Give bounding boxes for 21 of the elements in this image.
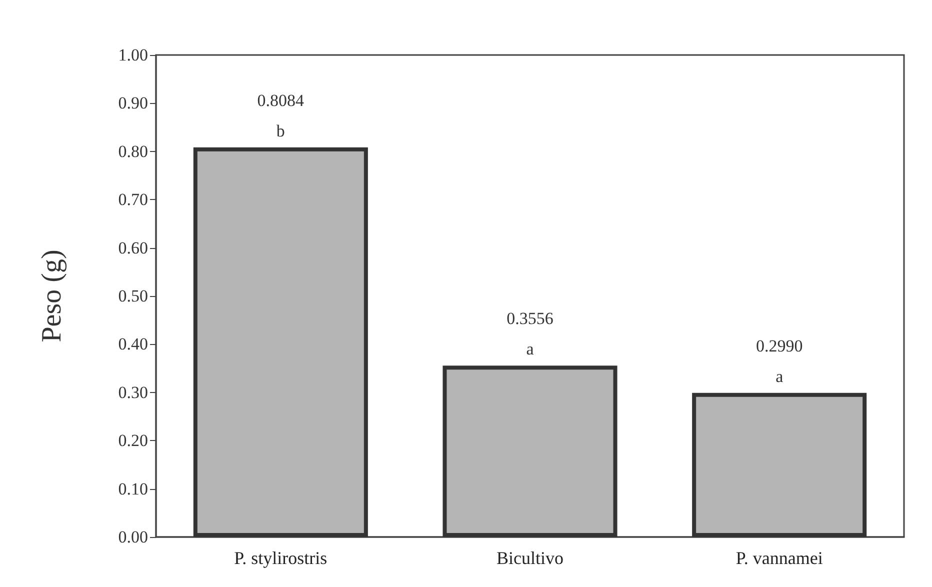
y-tick-label: 0.80	[118, 142, 148, 161]
y-tick-label: 0.40	[118, 334, 148, 354]
y-axis-title: Peso (g)	[36, 250, 68, 342]
y-tick-label: 0.70	[118, 190, 148, 210]
data-label: 0.8084	[257, 90, 305, 110]
y-tick-label: 0.00	[118, 528, 148, 546]
data-label: 0.2990	[756, 336, 803, 356]
y-tick-label: 1.00	[118, 46, 148, 64]
x-tick-label: Bicultivo	[496, 548, 564, 568]
data-label: 0.3556	[506, 309, 554, 328]
y-tick-label: 0.60	[118, 238, 148, 258]
x-tick-label: P. vannamei	[736, 548, 823, 568]
y-tick-label: 0.20	[118, 431, 148, 450]
y-tick-label: 0.90	[118, 94, 148, 113]
annotation: a	[776, 366, 784, 386]
y-tick-label: 0.10	[118, 479, 148, 498]
y-tick-label: 0.30	[118, 382, 148, 402]
x-tick-label: P. stylirostris	[234, 548, 328, 568]
annotation: b	[276, 121, 285, 140]
annotation: a	[526, 340, 534, 359]
y-tick-label: 0.50	[118, 286, 148, 306]
